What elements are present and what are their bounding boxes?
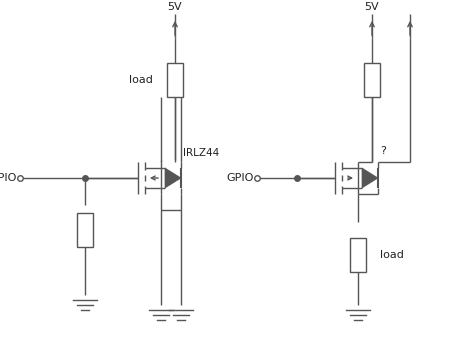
Polygon shape [165,168,181,188]
Polygon shape [362,168,378,188]
Text: GPIO: GPIO [227,173,254,183]
Text: 5V: 5V [168,2,182,12]
Text: GPIO: GPIO [0,173,17,183]
Bar [350,238,366,272]
Text: load: load [129,75,153,85]
Bar [77,213,93,247]
Text: IRLZ44: IRLZ44 [183,148,219,158]
Bar [167,63,183,97]
Text: load: load [380,250,404,260]
Bar [364,63,380,97]
Text: 5V: 5V [365,2,379,12]
Text: ?: ? [380,146,386,156]
